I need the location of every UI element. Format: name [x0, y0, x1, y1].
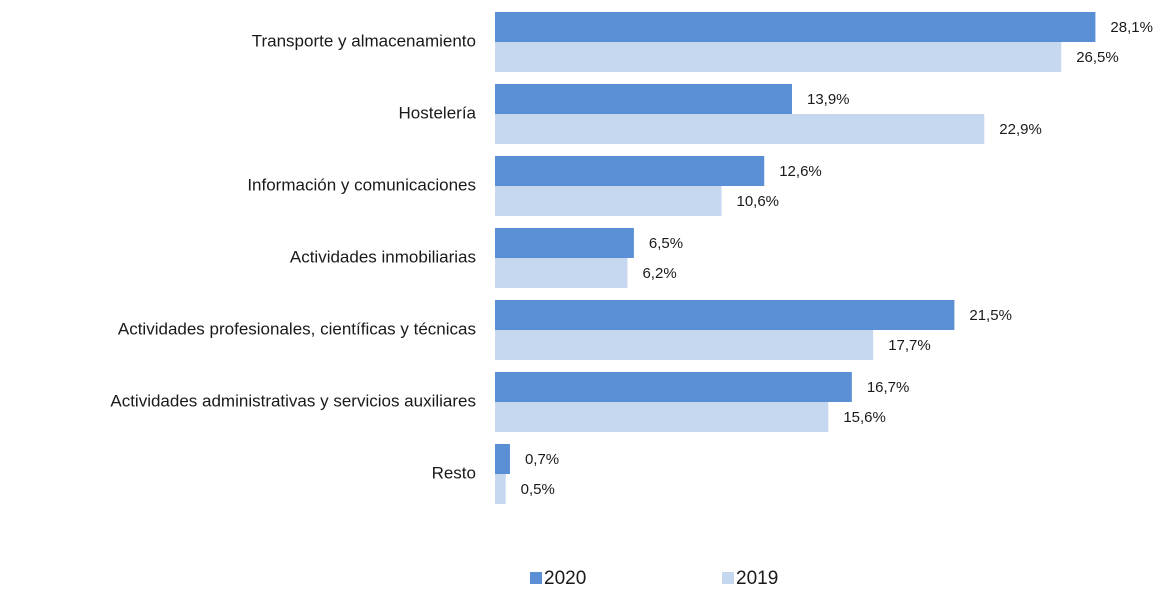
legend-label: 2019	[736, 568, 778, 589]
bar	[495, 12, 1096, 42]
bar	[495, 228, 634, 258]
value-label: 13,9%	[807, 91, 850, 108]
value-label: 0,7%	[525, 451, 559, 468]
bar	[495, 444, 510, 474]
bar	[495, 84, 792, 114]
legend-swatch	[530, 572, 542, 584]
category-label: Resto	[432, 463, 476, 482]
value-label: 26,5%	[1076, 49, 1119, 66]
value-label: 6,2%	[642, 265, 676, 282]
bar	[495, 258, 628, 288]
value-label: 15,6%	[843, 409, 886, 426]
category-label: Actividades profesionales, científicas y…	[118, 319, 476, 338]
value-label: 21,5%	[969, 307, 1012, 324]
legend-label: 2020	[544, 568, 586, 589]
value-label: 22,9%	[999, 121, 1042, 138]
bar	[495, 300, 955, 330]
value-label: 6,5%	[649, 235, 683, 252]
category-label: Hostelería	[399, 103, 477, 122]
bar	[495, 402, 829, 432]
legend-swatch	[722, 572, 734, 584]
value-label: 10,6%	[736, 193, 779, 210]
bar	[495, 372, 852, 402]
value-label: 16,7%	[867, 379, 910, 396]
value-label: 0,5%	[521, 481, 555, 498]
bar	[495, 330, 874, 360]
bar	[495, 42, 1062, 72]
value-label: 28,1%	[1110, 19, 1153, 36]
bar	[495, 186, 722, 216]
bar	[495, 156, 765, 186]
category-label: Actividades administrativas y servicios …	[110, 391, 476, 410]
category-label: Información y comunicaciones	[247, 175, 476, 194]
category-label: Transporte y almacenamiento	[252, 31, 476, 50]
category-label: Actividades inmobiliarias	[290, 247, 476, 266]
bar	[495, 114, 985, 144]
value-label: 12,6%	[779, 163, 822, 180]
bar	[495, 474, 506, 504]
value-label: 17,7%	[888, 337, 931, 354]
